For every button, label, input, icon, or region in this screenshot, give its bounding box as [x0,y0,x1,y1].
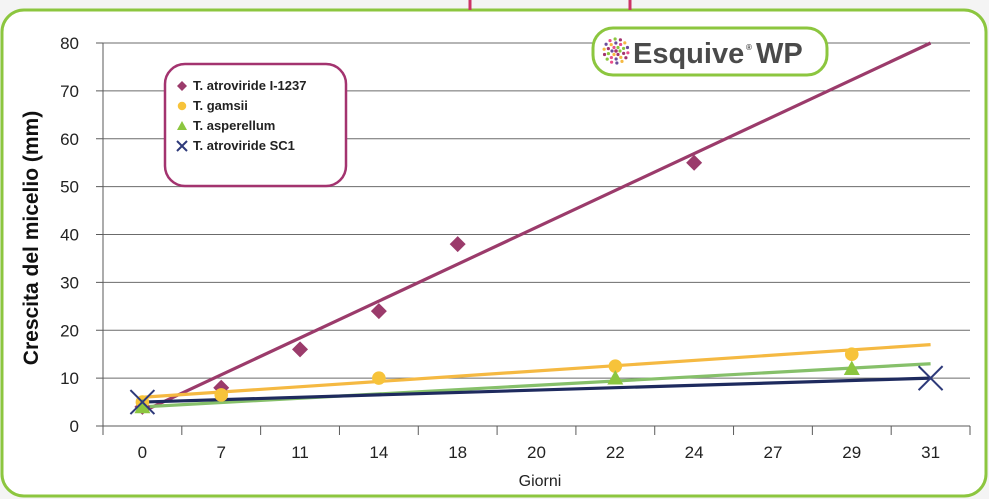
icon-dot [619,55,623,60]
legend: T. atroviride I-1237 T. gamsii T. asperell… [163,62,348,188]
data-point [686,154,703,171]
y-tick-label: 10 [60,369,79,388]
data-point [372,371,386,385]
x-tick-label: 27 [763,443,782,462]
icon-dot [602,52,607,57]
y-tick-label: 0 [70,417,79,436]
data-point [370,303,387,320]
icon-dot [620,59,624,64]
x-tick-label: 24 [685,443,704,462]
legend-label: T. asperellum [193,118,275,133]
x-tick-label: 31 [921,443,940,462]
y-tick-label: 80 [60,34,79,53]
logo-frame [591,26,829,77]
legend-marker [177,121,187,130]
y-tick-label: 30 [60,273,79,292]
logo-suffix: WP [756,38,803,70]
legend-marker [176,140,188,152]
x-tick-label: 18 [448,443,467,462]
icon-dot [614,57,618,61]
icon-dot [604,42,608,46]
icon-dot [609,55,613,60]
brand-logo: Esquive ® WP [591,26,829,77]
top-tab-edge [468,0,632,10]
data-point [292,341,309,358]
x-tick-label: 29 [842,443,861,462]
data-point [129,389,156,415]
icon-dot [618,38,623,42]
dotted-flower-icon [602,37,630,65]
legend-marker [177,101,187,111]
icon-dot [609,60,614,64]
legend-marker [177,81,187,91]
y-tick-labels: 0 10 20 30 40 50 60 70 80 [60,34,79,436]
icon-dot [605,57,609,61]
data-point [608,359,623,373]
icon-dot [624,56,628,60]
icon-dot [606,47,610,51]
data-point [843,360,860,375]
data-point [607,370,624,385]
y-tick-label: 20 [60,321,79,340]
trendline [141,41,932,414]
icon-dot [625,45,630,50]
logo-registered: ® [746,43,752,52]
data-point [917,365,944,391]
icon-dot [618,49,622,53]
x-tick-labels: 0 7 11 14 18 20 22 24 27 29 31 [138,443,940,462]
axes [102,43,971,435]
y-tick-label: 60 [60,130,79,149]
icon-dot [614,41,618,45]
icon-dot [616,52,620,57]
icon-dot [621,46,626,51]
icon-dot [610,49,614,53]
legend-box [163,62,348,188]
icon-dot [612,45,616,50]
x-tick-label: 0 [138,443,147,462]
icon-dot [622,51,626,55]
x-axis-title: Giorni [519,473,562,490]
icon-dot [606,51,611,56]
legend-label: T. atroviride SC1 [193,138,295,153]
x-tick-label: 7 [216,443,225,462]
logo-brand: Esquive [633,38,744,70]
trendline [142,343,931,399]
y-tick-label: 40 [60,226,79,245]
chart-frame [0,8,988,498]
legend-label: T. gamsii [193,98,248,113]
icon-dot [602,47,606,51]
icon-dot [626,51,630,55]
icon-dot [616,45,620,50]
x-tick-label: 22 [606,443,625,462]
y-axis-title: Crescita del micelio (mm) [20,111,43,365]
icon-dot [613,37,617,41]
data-points [129,154,944,415]
icon-dot [614,49,618,53]
x-tick-label: 20 [527,443,546,462]
data-point [214,388,229,402]
icon-dot [608,38,612,43]
data-point [449,236,466,253]
y-tick-label: 70 [60,82,79,101]
trendlines [141,41,932,414]
data-point [844,347,859,361]
data-point [134,398,151,414]
icon-dot [623,41,627,45]
icon-dot [612,52,616,57]
x-tick-label: 14 [369,443,388,462]
x-tick-label: 11 [291,443,309,462]
y-tick-label: 50 [60,178,79,197]
icon-dot [619,42,623,47]
legend-label: T. atroviride I-1237 [193,78,306,93]
trendline [142,376,931,404]
icon-dot [615,61,619,65]
icon-dot [609,42,613,47]
